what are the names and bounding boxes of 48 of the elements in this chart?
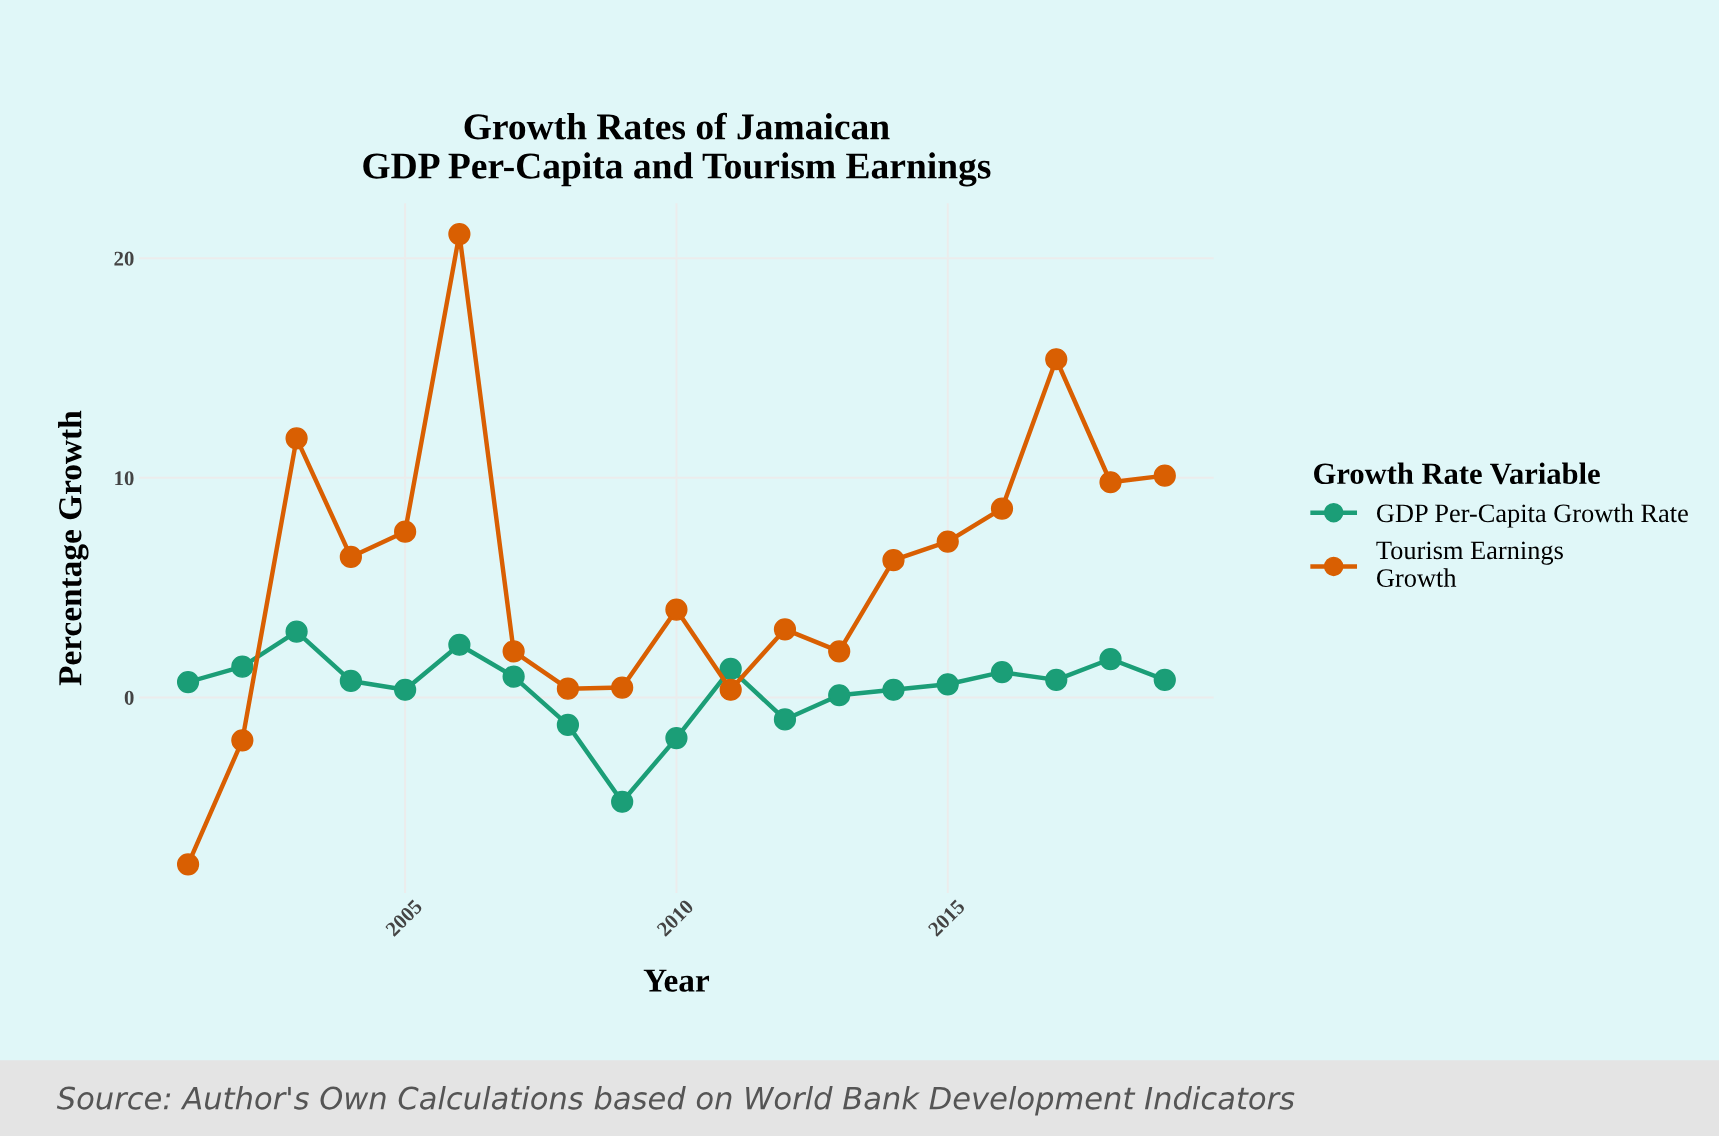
point <box>1153 464 1176 487</box>
point <box>828 640 851 663</box>
point <box>990 497 1014 520</box>
point <box>665 726 688 750</box>
point <box>556 713 580 737</box>
point <box>448 633 471 656</box>
point <box>231 655 254 678</box>
point <box>773 708 797 731</box>
point <box>611 676 634 699</box>
point <box>394 520 417 543</box>
source-note: Source: Author's Own Calculations based on World Bank Development Indicators <box>56 1086 1295 1116</box>
y-tick-label: 0 <box>124 690 134 705</box>
legend-label: GDP Per-Capita Growth Rate <box>1376 503 1688 528</box>
point <box>502 665 525 688</box>
point <box>773 618 797 641</box>
point <box>502 640 525 663</box>
point <box>1153 668 1176 691</box>
point <box>1045 348 1068 371</box>
point <box>231 729 254 752</box>
point <box>339 669 362 693</box>
y-tick-label: 10 <box>115 471 134 486</box>
point <box>665 598 688 621</box>
x-axis-title: Year <box>643 969 710 992</box>
y-tick-label: 20 <box>114 251 134 266</box>
point <box>882 549 905 572</box>
y-axis-title: Percentage Growth <box>58 410 89 686</box>
point <box>936 530 959 553</box>
point <box>1045 668 1068 691</box>
point <box>1099 471 1122 494</box>
point <box>936 673 959 696</box>
point <box>990 661 1014 684</box>
chart-title: Growth Rates of Jamaican GDP Per-Capita and Tourism Earnings <box>363 112 991 187</box>
point <box>448 222 471 246</box>
point <box>611 790 634 813</box>
point <box>394 678 417 701</box>
point <box>285 620 308 643</box>
point <box>176 853 200 876</box>
point <box>339 545 362 569</box>
point <box>719 678 742 701</box>
point <box>719 657 742 681</box>
legend-label: Tourism Earnings Growth <box>1376 541 1563 587</box>
point <box>556 677 580 700</box>
point <box>828 684 851 707</box>
point <box>285 427 308 450</box>
point <box>882 678 905 701</box>
point <box>1099 647 1122 671</box>
legend-title: Growth Rate Variable <box>1314 462 1600 485</box>
point <box>176 670 200 694</box>
